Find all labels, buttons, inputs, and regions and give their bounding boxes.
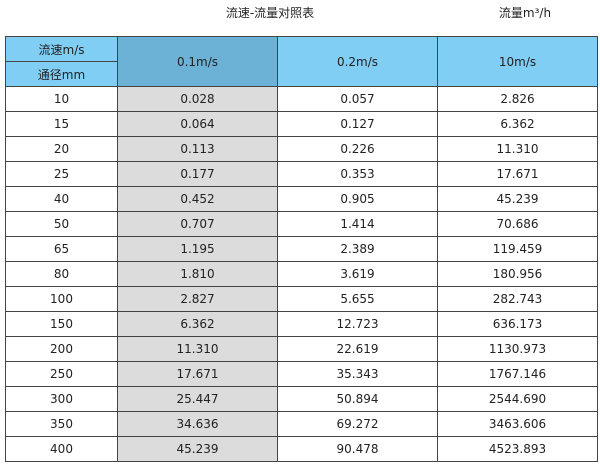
flow-cell: 1.414 [277,211,438,237]
diameter-cell: 350 [5,411,118,437]
flow-cell: 17.671 [437,161,598,187]
diameter-cell: 100 [5,286,118,312]
table-row: 15 0.064 0.127 6.362 [5,111,598,137]
flow-cell: 70.686 [437,211,598,237]
table-row: 80 1.810 3.619 180.956 [5,261,598,287]
flow-cell: 12.723 [277,311,438,337]
column-header: 0.1m/s [117,36,278,87]
table-row: 10 0.028 0.057 2.826 [5,86,598,112]
diameter-cell: 80 [5,261,118,287]
flow-cell: 3.619 [277,261,438,287]
diameter-cell: 25 [5,161,118,187]
flow-cell: 0.905 [277,186,438,212]
flow-cell: 2.826 [437,86,598,112]
flow-cell: 1130.973 [437,336,598,362]
diameter-cell: 65 [5,236,118,262]
table-row: 25 0.177 0.353 17.671 [5,161,598,187]
header-row: 通径mm [5,61,598,87]
table-row: 20 0.113 0.226 11.310 [5,136,598,162]
flow-cell: 4523.893 [437,436,598,462]
diameter-cell: 150 [5,311,118,337]
flow-cell: 2544.690 [437,386,598,412]
flow-cell: 90.478 [277,436,438,462]
diameter-cell: 200 [5,336,118,362]
flow-cell: 2.827 [117,286,278,312]
diameter-cell: 15 [5,111,118,137]
column-header: 0.2m/s [277,36,438,87]
unit-label: 流量m³/h [498,6,552,20]
flow-cell: 45.239 [117,436,278,462]
flow-cell: 0.057 [277,86,438,112]
flow-cell: 0.226 [277,136,438,162]
diameter-cell: 10 [5,86,118,112]
flow-cell: 0.028 [117,86,278,112]
flow-cell: 6.362 [437,111,598,137]
flow-cell: 1.810 [117,261,278,287]
diameter-cell: 50 [5,211,118,237]
flow-cell: 50.894 [277,386,438,412]
flow-cell: 69.272 [277,411,438,437]
table-row: 50 0.707 1.414 70.686 [5,211,598,237]
flow-table: 流速m/s 0.1m/s 0.2m/s 10m/s 通径mm 10 0.028 0.… [5,36,598,462]
table-row: 40 0.452 0.905 45.239 [5,186,598,212]
diameter-cell: 300 [5,386,118,412]
flow-cell: 636.173 [437,311,598,337]
flow-cell: 2.389 [277,236,438,262]
flow-cell: 5.655 [277,286,438,312]
flow-cell: 1.195 [117,236,278,262]
flow-cell: 0.177 [117,161,278,187]
flow-cell: 1767.146 [437,361,598,387]
flow-cell: 0.064 [117,111,278,137]
table-row: 100 2.827 5.655 282.743 [5,286,598,312]
table-row: 250 17.671 35.343 1767.146 [5,361,598,387]
diameter-cell: 250 [5,361,118,387]
flow-cell: 180.956 [437,261,598,287]
flow-cell: 34.636 [117,411,278,437]
diameter-cell: 400 [5,436,118,462]
flow-cell: 0.113 [117,136,278,162]
table-row: 300 25.447 50.894 2544.690 [5,386,598,412]
header-row: 流速m/s 0.1m/s 0.2m/s 10m/s [5,36,598,87]
flow-cell: 119.459 [437,236,598,262]
flow-cell: 17.671 [117,361,278,387]
flow-cell: 0.452 [117,186,278,212]
flow-cell: 0.127 [277,111,438,137]
diameter-cell: 40 [5,186,118,212]
flow-cell: 3463.606 [437,411,598,437]
flow-cell: 35.343 [277,361,438,387]
flow-cell: 25.447 [117,386,278,412]
flow-cell: 6.362 [117,311,278,337]
flow-cell: 11.310 [117,336,278,362]
flow-cell: 282.743 [437,286,598,312]
column-header: 10m/s [437,36,598,87]
flow-cell: 11.310 [437,136,598,162]
diameter-cell: 20 [5,136,118,162]
table-row: 150 6.362 12.723 636.173 [5,311,598,337]
table-row: 350 34.636 69.272 3463.606 [5,411,598,437]
flow-cell: 0.707 [117,211,278,237]
table-row: 400 45.239 90.478 4523.893 [5,436,598,462]
table-row: 65 1.195 2.389 119.459 [5,236,598,262]
velocity-header: 流速m/s [5,36,118,62]
table-title: 流速-流量对照表 [225,6,315,20]
table-row: 200 11.310 22.619 1130.973 [5,336,598,362]
diameter-header: 通径mm [5,61,118,87]
flow-cell: 22.619 [277,336,438,362]
flow-cell: 45.239 [437,186,598,212]
flow-cell: 0.353 [277,161,438,187]
